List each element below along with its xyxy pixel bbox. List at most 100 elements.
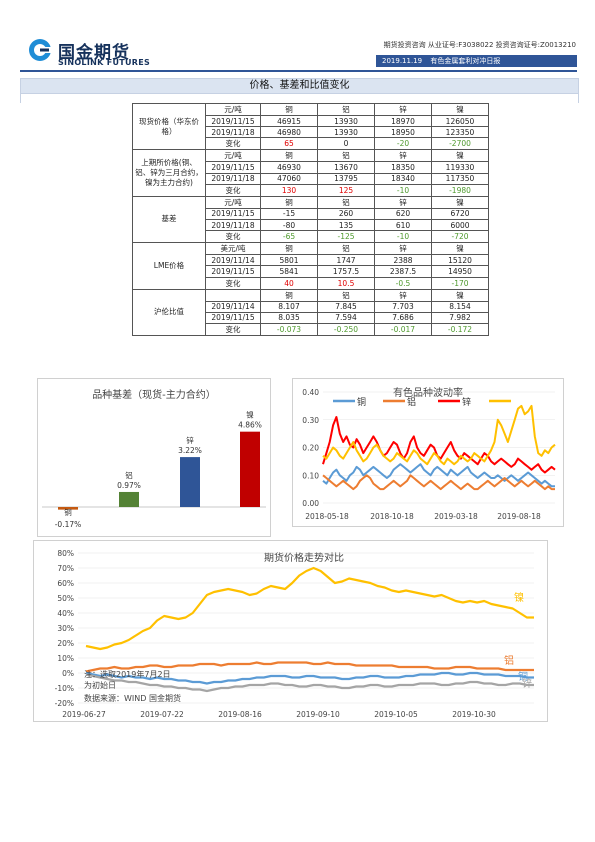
- table-row-label: 变化: [205, 322, 261, 336]
- trend-x-tick-label: 2019-09-10: [296, 710, 340, 719]
- volatility-line-chart-svg: 有色品种波动率 0.00 0.10 0.20 0.30 0.40 2018-05-18 20…: [302, 386, 556, 521]
- table-cell: 46915: [260, 114, 318, 128]
- table-cell: 46930: [260, 161, 318, 174]
- table-column-header: 铝: [317, 149, 375, 163]
- table-unit-cell: 元/吨: [205, 103, 261, 116]
- table-cell: -1980: [431, 183, 489, 197]
- sinolink-logo-icon: [29, 39, 52, 61]
- table-group-label: 现货价格（华东价格）: [132, 102, 206, 151]
- basis-bar: [58, 507, 78, 510]
- table-group-label: 基差: [132, 195, 206, 244]
- table-row: 上期所价格(铜、铝、锌为三月合约，镍为主力合约) 元/吨铜铝锌镍: [132, 149, 489, 197]
- basis-bar-category-label: 镍: [246, 410, 254, 420]
- table-unit-cell: 元/吨: [205, 149, 261, 163]
- volatility-y-tick-label: 0.40: [302, 388, 319, 397]
- table-row-label: 变化: [205, 137, 261, 151]
- table-cell: -125: [317, 230, 375, 244]
- table-cell: -0.5: [374, 276, 432, 290]
- table-cell: 10.5: [317, 276, 375, 290]
- table-cell: 14950: [431, 265, 489, 278]
- volatility-y-tick-label: 0.10: [302, 471, 319, 480]
- volatility-legend-label: 铝: [407, 396, 416, 408]
- table-cell: 13930: [317, 114, 375, 128]
- table-cell: 8.107: [260, 300, 318, 313]
- table-column-header: 锌: [374, 195, 432, 209]
- section-frame: [20, 93, 579, 103]
- basis-bar: [119, 491, 139, 507]
- table-group-label: 上期所价格(铜、铝、锌为三月合约，镍为主力合约): [132, 149, 206, 197]
- table-cell: 8.154: [431, 300, 489, 313]
- table-cell: 0: [317, 137, 375, 151]
- table-cell: 46980: [260, 126, 318, 139]
- table-cell: 47060: [260, 172, 318, 185]
- trend-y-tick-label: 50%: [57, 594, 74, 603]
- table-cell: 1757.5: [317, 265, 375, 278]
- volatility-series-line: [322, 404, 556, 466]
- trend-y-tick-label: 20%: [57, 639, 74, 648]
- table-column-header: 铝: [317, 103, 375, 116]
- table-column-header: 镍: [431, 242, 489, 256]
- table-cell: -80: [260, 218, 318, 232]
- table-cell: 18350: [374, 161, 432, 174]
- table-column-header: 铜: [260, 288, 318, 302]
- table-cell: 610: [374, 218, 432, 232]
- table-row: 2019/11/14 5801 1747 2388 15120: [133, 254, 489, 267]
- price-trend-chart: 期货价格走势对比 80% 70% 60% 50% 40% 30% 20% 10% 0% -10% -…: [33, 540, 548, 722]
- basis-bar-category-label: 锌: [186, 435, 194, 445]
- trend-y-tick-label: 0%: [62, 669, 74, 678]
- table-row: 2019/11/15 8.035 7.594 7.686 7.982: [133, 311, 489, 324]
- table-cell: 13670: [317, 161, 375, 174]
- table-column-header: 镍: [431, 288, 489, 302]
- table-cell: -0.172: [431, 322, 489, 336]
- table-cell: -0.250: [317, 322, 375, 336]
- table-column-header: 铜: [260, 242, 318, 256]
- basis-chart: 品种基差（现货-主力合约） 铜 -0.17% 0.97% 铝 3.22% 锌 4.86% 镍: [37, 378, 271, 537]
- table-column-header: 镍: [431, 195, 489, 209]
- volatility-x-tick-label: 2018-10-18: [370, 512, 414, 521]
- table-cell: 18970: [374, 114, 432, 128]
- table-cell: 7.686: [374, 311, 432, 324]
- section-title: 价格、基差和比值变化: [20, 78, 579, 94]
- table-cell: -15: [260, 207, 318, 220]
- table-cell: -65: [260, 230, 318, 244]
- basis-bar-value-label: 0.97%: [117, 481, 141, 490]
- basis-chart-title: 品种基差（现货-主力合约）: [92, 388, 216, 401]
- trend-x-tick-label: 2019-07-22: [140, 710, 184, 719]
- trend-x-tick-label: 2019-06-27: [62, 710, 106, 719]
- table-row: 2019/11/18 46980 13930 18950 123350: [133, 126, 489, 139]
- table-column-header: 锌: [374, 103, 432, 116]
- volatility-chart: 有色品种波动率 0.00 0.10 0.20 0.30 0.40 2018-05-18 20…: [292, 378, 564, 527]
- table-cell: -20: [374, 137, 432, 151]
- table-group-label: LME价格: [132, 242, 206, 290]
- basis-bar-value-label: 3.22%: [178, 446, 202, 455]
- report-date: 2019.11.19: [382, 57, 423, 65]
- table-column-header: 铝: [317, 242, 375, 256]
- table-row-label: 2019/11/18: [205, 218, 261, 232]
- trend-series-line: [85, 671, 534, 685]
- trend-note-line: 为初始日: [84, 680, 116, 690]
- table-cell: 620: [374, 207, 432, 220]
- table-unit-cell: 元/吨: [205, 195, 261, 209]
- table-cell: -170: [431, 276, 489, 290]
- table-cell: 7.703: [374, 300, 432, 313]
- table-row: 2019/11/14 8.107 7.845 7.703 8.154: [133, 300, 489, 313]
- table-column-header: 锌: [374, 242, 432, 256]
- table-row: 变化 130 125 -10 -1980: [133, 183, 489, 197]
- price-trend-line-chart-svg: 期货价格走势对比 80% 70% 60% 50% 40% 30% 20% 10% 0% -10% -…: [55, 549, 534, 719]
- trend-series-line: [85, 673, 534, 693]
- table-cell: -0.017: [374, 322, 432, 336]
- table-cell: 130: [260, 183, 318, 197]
- price-table: 现货价格（华东价格） 元/吨铜铝锌镍 2019/11/15 46915 13930 189…: [132, 102, 489, 336]
- table-column-header: 铝: [317, 195, 375, 209]
- table-cell: 15120: [431, 254, 489, 267]
- volatility-legend-label: 锌: [462, 396, 471, 408]
- table-column-header: 铝: [317, 288, 375, 302]
- table-cell: -10: [374, 183, 432, 197]
- trend-series-line: [85, 661, 534, 673]
- trend-y-tick-label: 30%: [57, 624, 74, 633]
- table-cell: 260: [317, 207, 375, 220]
- basis-bar-value-label: -0.17%: [55, 520, 82, 529]
- table-row-label: 2019/11/18: [205, 172, 261, 185]
- table-row: 变化 -0.073 -0.250 -0.017 -0.172: [133, 322, 489, 336]
- table-cell: 13930: [317, 126, 375, 139]
